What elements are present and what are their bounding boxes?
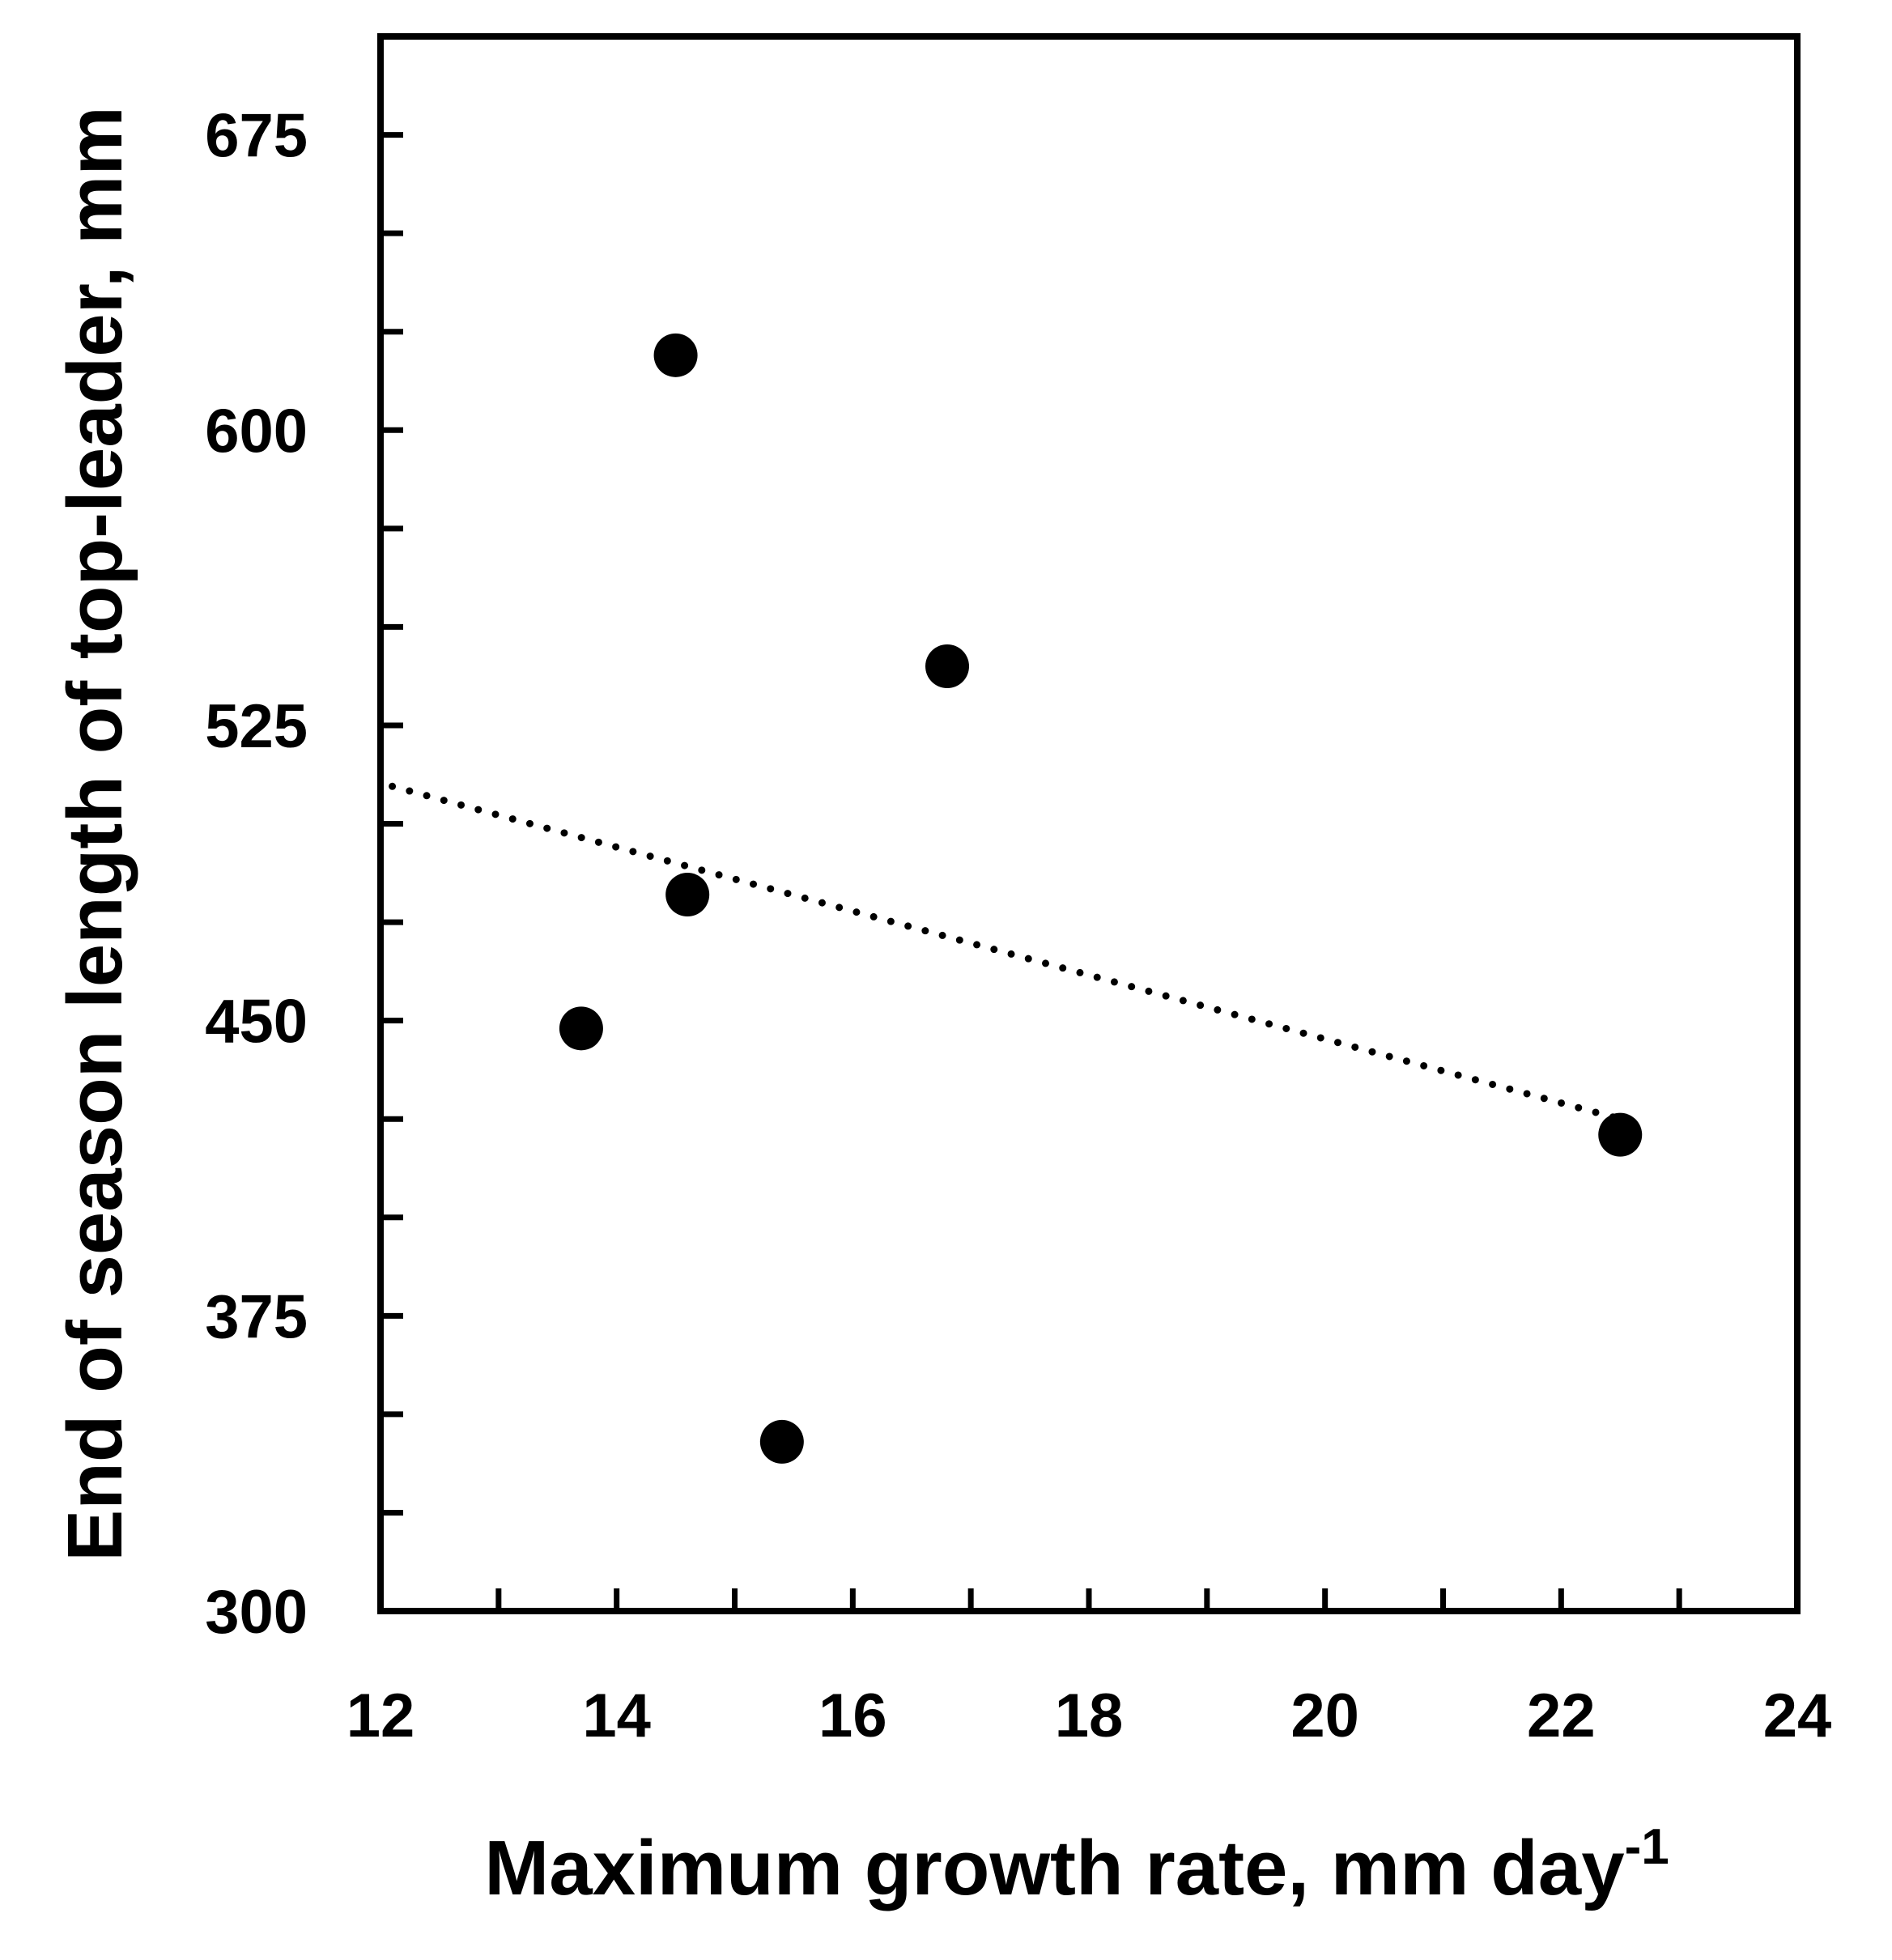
y-tick-label: 675 [205,102,308,171]
x-tick-label: 12 [347,1682,415,1750]
x-tick-label: 22 [1527,1682,1596,1750]
data-points [559,333,1643,1464]
data-point [759,1419,804,1464]
data-point [1598,1112,1643,1157]
y-tick-label: 525 [205,692,308,761]
x-axis-title: Maximum growth rate, mm day-1 [484,1819,1669,1911]
trendline-layer [389,782,1624,1123]
x-tick-label: 16 [818,1682,887,1750]
axis-ticks [381,132,1682,1611]
plot-area-frame [377,33,1801,1614]
axis-tick-labels: 300 375 450 525 600 675 12 14 16 18 20 22 24 [205,102,1831,1750]
x-tick-label: 20 [1290,1682,1359,1750]
y-tick-label: 300 [205,1578,308,1647]
data-point [559,1006,603,1051]
trendline [389,782,1624,1123]
y-tick-label: 375 [205,1282,308,1351]
y-axis-title: End of season length of top-leader, mm [52,106,138,1562]
x-tick-label: 18 [1055,1682,1124,1750]
x-tick-label: 24 [1763,1682,1832,1750]
data-point [653,333,698,377]
y-tick-label: 600 [205,397,308,466]
x-axis-title-text: Maximum growth rate, mm day [484,1825,1624,1911]
data-point [925,644,969,688]
x-axis-title-superscript: -1 [1625,1819,1669,1875]
y-tick-label: 450 [205,988,308,1057]
data-point [665,873,710,917]
x-tick-label: 14 [582,1682,651,1750]
